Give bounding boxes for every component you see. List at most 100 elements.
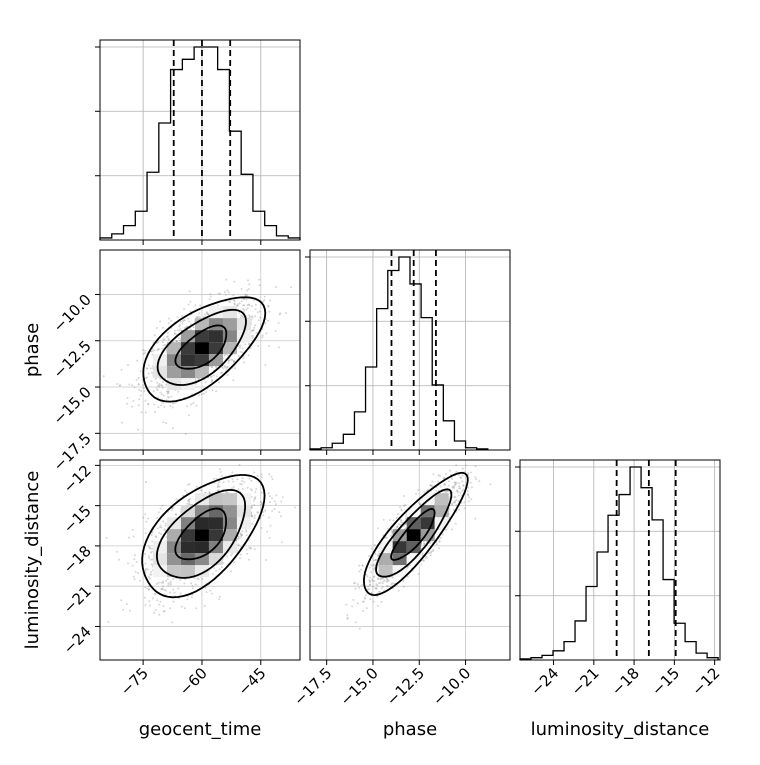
sample-point [189,497,192,500]
sample-point [241,315,244,318]
density-block [180,541,195,554]
sample-point [147,557,150,560]
sample-point [232,480,235,483]
sample-point [144,562,147,565]
sample-point [173,332,176,335]
sample-point [201,578,204,581]
sample-point [368,588,370,591]
density-block [152,366,167,379]
sample-point [404,503,407,506]
sample-point [134,570,137,573]
sample-point [151,353,154,356]
density-block [222,306,237,319]
sample-point [161,384,164,387]
sample-point [117,558,120,561]
sample-point [245,529,248,532]
sample-point [212,573,215,575]
sample-point [437,474,440,477]
sample-point [423,490,426,493]
sample-point [371,565,374,567]
sample-point [188,483,191,485]
sample-point [467,486,470,489]
sample-point [178,325,181,328]
sample-point [137,428,139,431]
sample-point [156,582,159,585]
sample-point [209,376,212,378]
sample-point [454,501,456,504]
sample-point [264,364,267,366]
sample-point [194,304,197,307]
sample-point [211,379,214,382]
sample-point [145,520,148,523]
sample-point [234,303,236,306]
sample-point [128,383,131,386]
sample-point [180,605,183,608]
sample-point [462,485,465,487]
density-block [194,529,209,542]
sample-point [218,568,221,571]
sample-point [133,578,136,581]
histogram-luminosity_distance [519,466,719,660]
sample-point [175,498,178,501]
sample-point [158,603,161,606]
sample-point [168,317,171,320]
sample-point [227,359,230,362]
sample-point [258,278,261,281]
sample-point [263,299,266,301]
sample-point [175,513,177,516]
sample-point [139,370,142,373]
sample-point [151,547,154,550]
density-block [208,517,223,530]
sample-point [263,295,266,298]
sample-point [439,485,442,488]
sample-point [278,511,281,514]
sample-point [231,359,234,361]
sample-point [166,332,169,335]
density-block [152,565,167,578]
sample-point [178,329,181,332]
sample-point [386,585,389,587]
sample-point [251,316,254,319]
sample-point [226,289,229,292]
sample-point [132,535,135,538]
sample-point [210,366,213,369]
sample-point [264,322,267,325]
sample-point [462,488,465,491]
sample-point [428,552,430,555]
sample-point [232,485,235,488]
sample-point [391,576,394,579]
sample-point [138,388,141,391]
density-contour [142,296,267,403]
sample-point [135,378,138,381]
sample-point [125,603,128,606]
sample-point [248,477,251,480]
sample-point [131,384,134,387]
sample-point [170,319,173,322]
sample-point [213,567,216,570]
sample-point [162,421,165,424]
sample-point [161,588,164,590]
sample-point [166,392,169,395]
sample-point [252,329,255,332]
sample-point [247,288,250,291]
sample-point [369,583,372,586]
sample-point [432,548,435,551]
sample-point [453,486,456,489]
sample-point [173,401,176,404]
sample-point [158,382,161,385]
sample-point [422,559,425,562]
sample-point [396,525,399,528]
sample-point [246,294,249,296]
density-block [166,354,181,367]
sample-point [278,313,281,316]
sample-point [232,360,235,363]
sample-point [159,507,162,510]
sample-point [171,507,174,510]
sample-point [160,404,163,407]
sample-point [211,365,213,368]
sample-point [246,304,249,306]
sample-point [467,500,470,503]
density-block [434,493,449,506]
sample-point [438,539,441,542]
density-block [166,541,181,554]
